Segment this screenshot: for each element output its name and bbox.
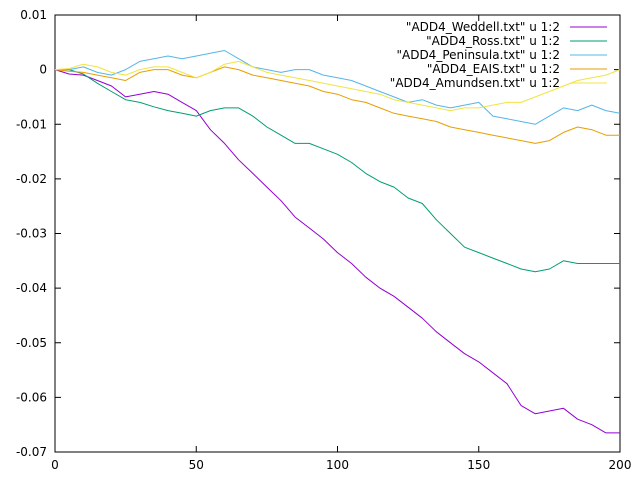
series-line-4 [54,60,621,112]
series-line-1 [55,69,620,273]
y-tick-label: -0.04 [16,281,47,295]
y-tick-label: -0.03 [16,227,47,241]
y-tick-label: -0.02 [16,172,47,186]
y-tick-label: 0.01 [20,8,47,22]
y-tick-label: 0 [39,63,47,77]
y-tick-label: -0.06 [16,390,47,404]
legend-label: "ADD4_Amundsen.txt" u 1:2 [390,76,560,90]
legend: "ADD4_Weddell.txt" u 1:2"ADD4_Ross.txt" … [390,20,607,90]
series-layer [54,50,621,434]
x-tick-label: 0 [51,458,59,472]
y-tick-label: -0.07 [16,445,47,459]
x-tick-label: 100 [326,458,349,472]
x-tick-label: 50 [189,458,204,472]
y-tick-label: -0.05 [16,336,47,350]
series-line-2 [55,50,621,125]
x-tick-label: 150 [467,458,490,472]
legend-label: "ADD4_Weddell.txt" u 1:2 [406,20,560,34]
legend-label: "ADD4_Ross.txt" u 1:2 [426,34,560,48]
x-tick-label: 200 [609,458,632,472]
legend-label: "ADD4_EAIS.txt" u 1:2 [427,62,560,76]
y-tick-label: -0.01 [16,117,47,131]
series-line-3 [54,66,620,144]
series-line-0 [54,69,620,434]
legend-label: "ADD4_Peninsula.txt" u 1:2 [396,48,560,62]
